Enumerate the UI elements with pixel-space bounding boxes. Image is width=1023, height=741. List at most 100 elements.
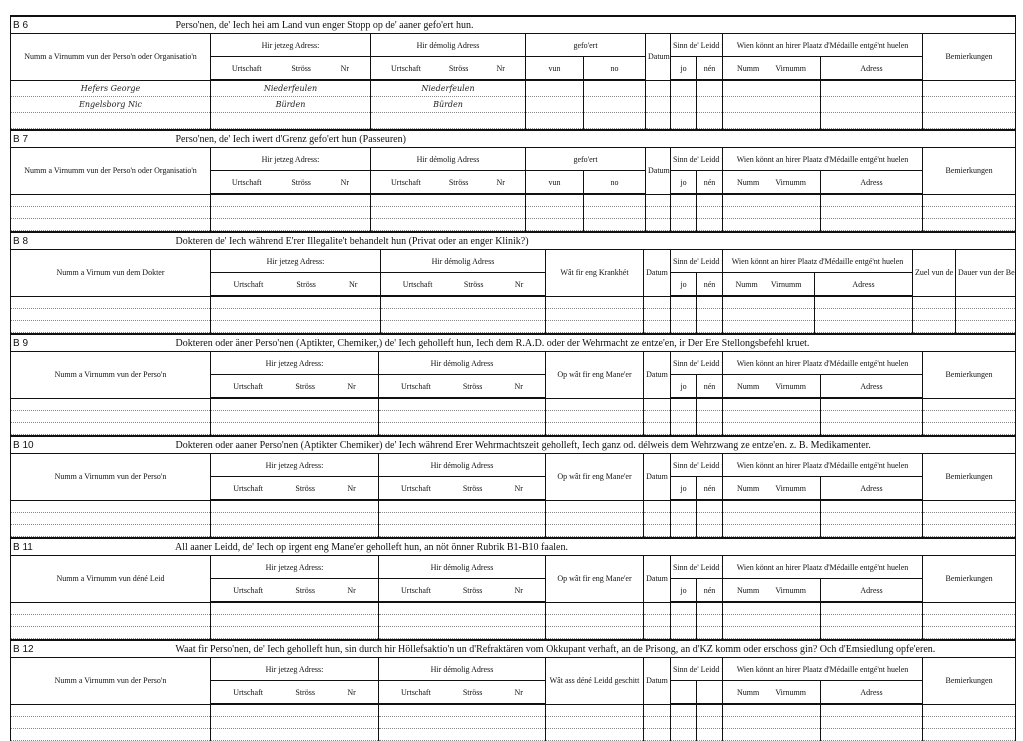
form-cell[interactable] [696, 512, 723, 525]
form-cell[interactable] [210, 397, 379, 411]
form-cell[interactable] [210, 308, 381, 321]
form-cell[interactable] [696, 96, 723, 113]
form-cell[interactable] [525, 112, 584, 129]
form-cell[interactable] [921, 703, 1017, 717]
form-cell[interactable] [722, 422, 821, 435]
form-cell[interactable] [643, 410, 671, 423]
form-cell[interactable] [525, 193, 584, 207]
form-cell[interactable] [643, 703, 671, 717]
form-cell[interactable] [380, 308, 546, 321]
form-cell[interactable] [583, 79, 646, 97]
form-cell[interactable] [210, 218, 371, 231]
form-cell[interactable] [696, 410, 723, 423]
form-cell[interactable] [10, 193, 211, 207]
form-cell[interactable] [545, 716, 644, 729]
form-cell[interactable] [370, 193, 526, 207]
form-cell[interactable] [670, 410, 697, 423]
form-cell[interactable] [378, 524, 546, 537]
form-cell[interactable] [545, 614, 644, 627]
form-cell[interactable]: Bürden [370, 96, 526, 113]
form-cell[interactable] [670, 703, 697, 717]
form-cell[interactable] [545, 410, 644, 423]
form-cell[interactable] [545, 422, 644, 435]
form-cell[interactable] [954, 320, 1017, 333]
form-cell[interactable] [921, 499, 1017, 513]
form-cell[interactable] [525, 96, 584, 113]
form-cell[interactable] [722, 320, 815, 333]
form-cell[interactable] [954, 295, 1017, 309]
form-cell[interactable] [210, 193, 371, 207]
form-cell[interactable] [921, 614, 1017, 627]
form-cell[interactable] [643, 422, 671, 435]
form-cell[interactable] [210, 601, 379, 615]
form-cell[interactable] [670, 512, 697, 525]
form-cell[interactable] [545, 308, 644, 321]
form-cell[interactable] [722, 193, 821, 207]
form-cell[interactable] [525, 206, 584, 219]
form-cell[interactable] [378, 728, 546, 741]
form-cell[interactable] [583, 206, 646, 219]
form-cell[interactable] [545, 728, 644, 741]
form-cell[interactable] [814, 308, 913, 321]
form-cell[interactable] [210, 295, 381, 309]
form-cell[interactable] [696, 716, 723, 729]
form-cell[interactable] [643, 320, 671, 333]
form-cell[interactable] [722, 716, 821, 729]
form-cell[interactable] [643, 614, 671, 627]
form-cell[interactable] [696, 499, 723, 513]
form-cell[interactable] [722, 703, 821, 717]
form-cell[interactable] [210, 112, 371, 129]
form-cell[interactable] [670, 206, 697, 219]
form-cell[interactable]: Engelsborg Nic [10, 96, 211, 113]
form-cell[interactable] [921, 410, 1017, 423]
form-cell[interactable] [722, 112, 821, 129]
form-cell[interactable] [210, 422, 379, 435]
form-cell[interactable] [210, 320, 381, 333]
form-cell[interactable] [722, 614, 821, 627]
form-cell[interactable] [921, 96, 1017, 113]
form-cell[interactable] [378, 397, 546, 411]
form-cell[interactable] [525, 218, 584, 231]
form-cell[interactable] [10, 626, 211, 639]
form-cell[interactable]: Bürden [210, 96, 371, 113]
form-cell[interactable] [820, 112, 923, 129]
form-cell[interactable] [820, 218, 923, 231]
form-cell[interactable] [378, 614, 546, 627]
form-cell[interactable] [10, 601, 211, 615]
form-cell[interactable] [670, 397, 697, 411]
form-cell[interactable] [645, 206, 671, 219]
form-cell[interactable] [722, 410, 821, 423]
form-cell[interactable] [670, 524, 697, 537]
form-cell[interactable] [696, 728, 723, 741]
form-cell[interactable] [820, 79, 923, 97]
form-cell[interactable] [696, 703, 723, 717]
form-cell[interactable] [645, 112, 671, 129]
form-cell[interactable] [370, 112, 526, 129]
form-cell[interactable] [921, 193, 1017, 207]
form-cell[interactable] [670, 499, 697, 513]
form-cell[interactable] [370, 206, 526, 219]
form-cell[interactable] [820, 512, 923, 525]
form-cell[interactable] [10, 614, 211, 627]
form-cell[interactable] [10, 295, 211, 309]
form-cell[interactable] [210, 728, 379, 741]
form-cell[interactable] [696, 626, 723, 639]
form-cell[interactable] [643, 295, 671, 309]
form-cell[interactable] [643, 397, 671, 411]
form-cell[interactable] [583, 96, 646, 113]
form-cell[interactable] [210, 626, 379, 639]
form-cell[interactable] [670, 96, 697, 113]
form-cell[interactable] [696, 308, 723, 321]
form-cell[interactable] [583, 193, 646, 207]
form-cell[interactable] [545, 703, 644, 717]
form-cell[interactable] [722, 397, 821, 411]
form-cell[interactable] [722, 524, 821, 537]
form-cell[interactable] [670, 79, 697, 97]
form-cell[interactable] [378, 601, 546, 615]
form-cell[interactable] [210, 499, 379, 513]
form-cell[interactable] [10, 499, 211, 513]
form-cell[interactable] [820, 716, 923, 729]
form-cell[interactable] [820, 422, 923, 435]
form-cell[interactable] [722, 79, 821, 97]
form-cell[interactable] [814, 320, 913, 333]
